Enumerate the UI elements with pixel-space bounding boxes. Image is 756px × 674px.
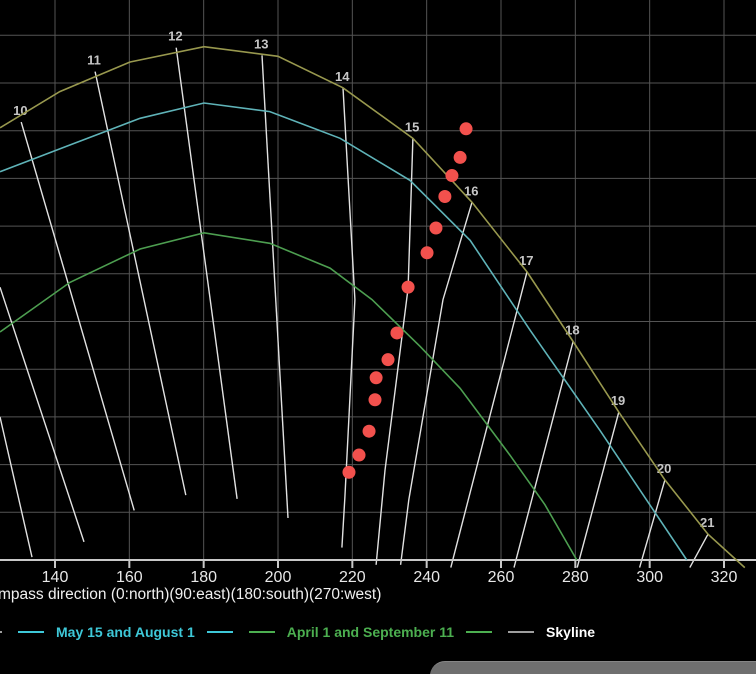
hour-label: 19 — [611, 393, 625, 408]
legend-skyline-label: Skyline — [546, 624, 596, 640]
sun-position-dot — [429, 221, 443, 235]
sun-position-dot — [381, 353, 395, 367]
sun-position-dot — [438, 190, 452, 204]
sun-path-curve-apr1-sep11 — [0, 231, 578, 561]
x-axis-tick-label: 240 — [413, 569, 440, 586]
hour-label: 11 — [87, 53, 101, 68]
sun-position-dot — [352, 448, 366, 462]
x-axis-tick-label: 140 — [42, 569, 69, 586]
sun-position-dot — [342, 465, 356, 479]
hour-label: 12 — [168, 29, 182, 44]
x-axis-tick-label: 300 — [636, 569, 663, 586]
legend-may-aug-line-swatch — [18, 631, 44, 633]
hour-line — [20, 121, 135, 511]
hour-label: 17 — [519, 253, 533, 268]
sun-path-curve-may15-aug1 — [0, 102, 688, 561]
legend-may-aug-label: May 15 and August 1 — [56, 624, 195, 640]
hour-line — [261, 55, 289, 519]
sun-position-dot — [368, 393, 382, 407]
x-axis-tick-label: 320 — [711, 569, 738, 586]
legend-apr-sep-line-swatch — [466, 631, 493, 633]
legend-may-aug-line-swatch — [206, 631, 233, 633]
hour-label: 20 — [657, 461, 671, 476]
bottom-sheet-handle[interactable] — [430, 661, 756, 674]
sun-position-dot — [453, 150, 467, 164]
chart-legend: May 15 and August 1 April 1 and Septembe… — [0, 624, 599, 640]
legend-skyline-line-swatch — [508, 631, 535, 633]
legend-clipped-line-swatch — [0, 631, 2, 633]
x-axis-tick-label: 220 — [339, 569, 366, 586]
hour-label: 21 — [700, 515, 714, 530]
x-axis-tick-label: 160 — [116, 569, 143, 586]
legend-apr-sep-line-swatch — [248, 631, 275, 633]
hour-line — [341, 87, 356, 548]
hour-label: 14 — [335, 69, 350, 84]
hour-line — [375, 138, 414, 565]
hour-line — [513, 341, 574, 568]
sun-position-dot — [459, 122, 473, 136]
hour-label: 13 — [254, 36, 268, 51]
hour-line — [576, 411, 620, 568]
hour-line — [399, 202, 473, 565]
sun-position-dot — [362, 424, 376, 438]
hour-label: 10 — [13, 103, 27, 118]
x-axis-tick-label: 280 — [562, 569, 589, 586]
x-axis-title: mpass direction (0:north)(90:east)(180:s… — [0, 586, 381, 603]
sun-position-dot — [390, 326, 404, 340]
hour-line — [175, 47, 238, 499]
x-axis-tick-label: 200 — [265, 569, 292, 586]
sun-position-dot — [445, 169, 459, 183]
x-axis-tick-label: 260 — [488, 569, 515, 586]
sun-path-curve-upper-curve — [0, 45, 746, 569]
sun-position-dot — [420, 246, 434, 260]
hour-line — [450, 271, 528, 568]
legend-apr-sep-label: April 1 and September 11 — [286, 624, 455, 640]
hour-label: 16 — [464, 183, 478, 198]
hour-line — [94, 71, 187, 496]
hour-label: 18 — [565, 323, 579, 338]
hour-label: 15 — [405, 119, 419, 134]
hour-line — [638, 479, 666, 568]
hour-line — [0, 416, 33, 558]
hour-line — [0, 286, 85, 543]
sun-position-dot — [369, 371, 383, 385]
sun-position-dot — [401, 280, 415, 294]
x-axis-tick-label: 180 — [190, 569, 217, 586]
hour-line — [689, 533, 709, 568]
